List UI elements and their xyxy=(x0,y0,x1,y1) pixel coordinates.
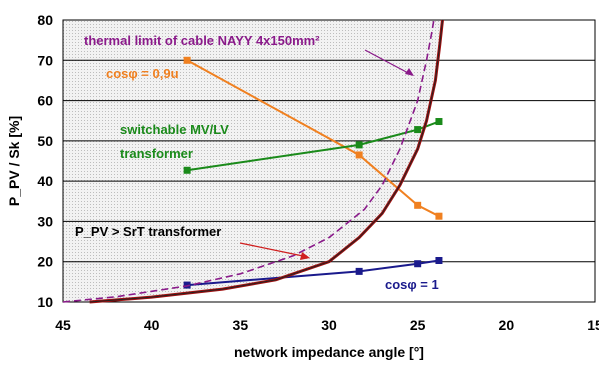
plot-border xyxy=(62,19,596,303)
annotation-4: P_PV > SrT transformer xyxy=(75,224,221,239)
marker-0-3 xyxy=(435,212,443,220)
y-tick-label: 20 xyxy=(37,254,53,270)
y-tick-label: 10 xyxy=(37,294,53,310)
x-tick-label: 15 xyxy=(587,317,599,333)
x-tick-label: 45 xyxy=(55,317,71,333)
x-tick-label: 20 xyxy=(499,317,515,333)
y-tick-label: 30 xyxy=(37,213,53,229)
marker-0-2 xyxy=(414,201,422,209)
marker-2-1 xyxy=(355,267,363,275)
annotation-1: cosφ = 0,9u xyxy=(106,66,179,81)
marker-0-0 xyxy=(183,56,191,64)
annotation-2: switchable MV/LV xyxy=(120,122,229,137)
series-line-2 xyxy=(187,259,440,287)
annotation-0: thermal limit of cable NAYY 4x150mm² xyxy=(84,33,320,48)
x-tick-label: 25 xyxy=(410,317,426,333)
series-line-3-core xyxy=(89,19,443,303)
y-tick-label: 60 xyxy=(37,93,53,109)
x-tick-label: 30 xyxy=(321,317,337,333)
annotation-3: transformer xyxy=(120,146,193,161)
marker-1-2 xyxy=(414,126,422,134)
thermal-arrow xyxy=(364,49,413,76)
marker-0-1 xyxy=(355,151,363,159)
series-line-4 xyxy=(62,15,436,303)
axes: 10 20 30 40 50 60 70 80 45 40 35 30 25 20 15 network im… xyxy=(6,12,599,360)
red-arrowhead xyxy=(300,252,310,260)
thermal-arrowhead xyxy=(405,68,414,76)
series-layer xyxy=(0,0,599,304)
marker-2-3 xyxy=(435,257,443,265)
series-line-0 xyxy=(186,59,440,218)
marker-1-1 xyxy=(355,141,363,149)
x-tick-label: 40 xyxy=(144,317,160,333)
annotations: thermal limit of cable NAYY 4x150mm² cosφ… xyxy=(75,33,439,292)
y-tick-label: 50 xyxy=(37,133,53,149)
marker-1-3 xyxy=(435,118,443,126)
marker-2-2 xyxy=(414,260,422,268)
y-tick-label: 40 xyxy=(37,173,53,189)
y-tick-label: 70 xyxy=(37,52,53,68)
top-mask xyxy=(0,0,599,20)
series-line-1 xyxy=(186,120,440,172)
annotation-5: cosφ = 1 xyxy=(385,277,439,292)
x-tick-label: 35 xyxy=(233,317,249,333)
y-axis-label: P_PV / Sk [%] xyxy=(6,116,22,206)
marker-1-0 xyxy=(183,166,191,174)
x-axis-label: network impedance angle [°] xyxy=(234,344,424,360)
y-tick-label: 80 xyxy=(37,12,53,28)
red-arrow xyxy=(239,242,304,257)
